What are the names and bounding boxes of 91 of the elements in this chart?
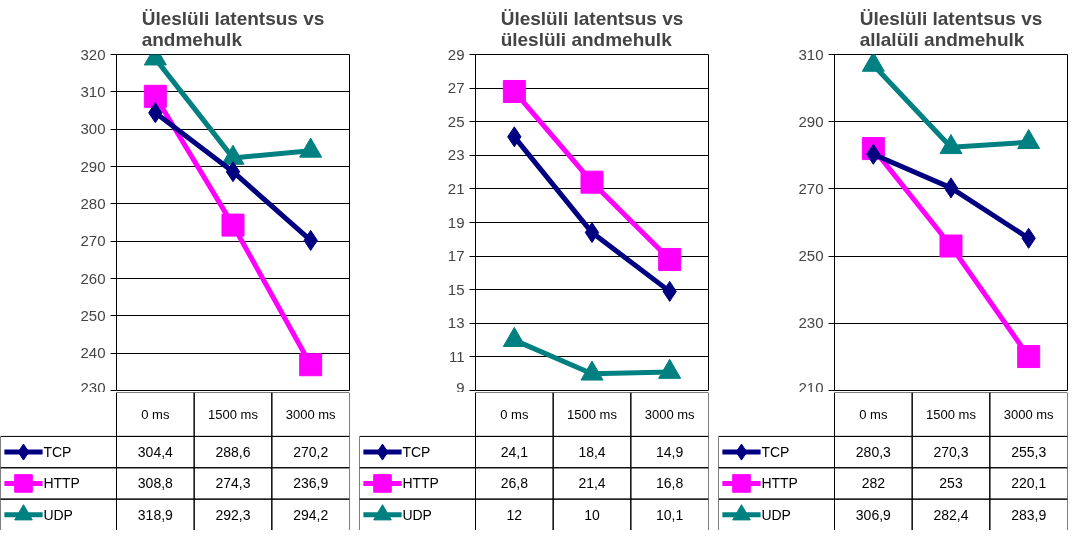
legend-label: HTTP xyxy=(761,475,798,492)
data-label: 220,1 xyxy=(1011,475,1047,492)
y-tick-label: 9 xyxy=(456,378,465,396)
data-label: 282,4 xyxy=(933,506,969,523)
data-label: 10 xyxy=(584,506,600,523)
x-tick-label: 1500 ms xyxy=(208,406,259,422)
point xyxy=(225,161,241,183)
y-tick-label: 230 xyxy=(80,378,106,396)
y-tick-label: 29 xyxy=(447,45,465,63)
point xyxy=(658,247,682,271)
y-tick-label: 260 xyxy=(80,269,106,287)
y-tick-label: 25 xyxy=(447,112,465,130)
y-tick-label: 11 xyxy=(448,347,465,365)
legend-label: TCP xyxy=(43,444,72,461)
y-tick-label: 270 xyxy=(798,179,824,197)
x-tick-label: 3000 ms xyxy=(285,406,337,422)
y-tick-label: 320 xyxy=(80,45,106,63)
legend-label: UDP xyxy=(761,506,791,523)
data-label: 294,2 xyxy=(293,506,329,523)
data-label: 21,4 xyxy=(578,475,606,492)
data-label: 280,3 xyxy=(855,444,892,461)
data-label: 16,8 xyxy=(656,475,684,492)
legend-label: HTTP xyxy=(43,475,80,492)
data-label: 10,1 xyxy=(656,506,684,523)
x-tick-label: 0 ms xyxy=(141,406,170,422)
y-tick-label: 270 xyxy=(80,232,106,250)
y-tick-label: 250 xyxy=(80,306,106,324)
data-label: 288,6 xyxy=(215,444,251,461)
data-label: 236,9 xyxy=(293,475,329,492)
legend-label: TCP xyxy=(761,444,790,461)
y-tick-label: 27 xyxy=(447,79,465,97)
x-tick-label: 1500 ms xyxy=(926,406,977,422)
point xyxy=(584,222,600,244)
point xyxy=(943,177,959,199)
point xyxy=(580,360,604,381)
data-label: 308,8 xyxy=(137,475,174,492)
legend-label: UDP xyxy=(43,506,73,523)
y-tick-label: 290 xyxy=(80,157,106,175)
y-tick-label: 210 xyxy=(798,378,824,396)
point xyxy=(143,84,167,108)
x-tick-label: 0 ms xyxy=(859,406,888,422)
data-label: 24,1 xyxy=(500,444,529,461)
y-tick-label: 23 xyxy=(447,146,465,164)
data-label: 12 xyxy=(506,506,523,523)
data-label: 304,4 xyxy=(137,444,174,461)
y-tick-label: 310 xyxy=(80,82,106,100)
point xyxy=(221,213,245,237)
y-tick-label: 19 xyxy=(447,213,465,231)
data-label: 14,9 xyxy=(656,444,684,461)
x-tick-label: 3000 ms xyxy=(1003,406,1055,422)
data-label: 255,3 xyxy=(1011,444,1047,461)
y-tick-label: 13 xyxy=(447,314,465,332)
y-tick-label: 250 xyxy=(798,247,824,265)
y-tick-label: 21 xyxy=(447,179,465,197)
y-tick-label: 280 xyxy=(80,194,106,212)
legend-label: UDP xyxy=(402,506,432,523)
point xyxy=(1017,345,1041,369)
chart-title: Üleslüli latentsus vs allalüli andmehulk xyxy=(859,7,1043,50)
data-label: 270,2 xyxy=(293,444,329,461)
x-tick-label: 3000 ms xyxy=(644,406,696,422)
point xyxy=(580,170,604,194)
data-label: 274,3 xyxy=(215,475,251,492)
data-label: 253 xyxy=(939,475,963,492)
data-label: 18,4 xyxy=(578,444,606,461)
data-label: 282 xyxy=(861,475,886,492)
y-tick-label: 300 xyxy=(80,120,106,138)
y-tick-label: 15 xyxy=(447,280,465,298)
data-label: 306,9 xyxy=(855,506,892,523)
y-tick-label: 230 xyxy=(798,314,824,332)
point xyxy=(502,79,526,103)
x-tick-label: 1500 ms xyxy=(567,406,618,422)
data-label: 283,9 xyxy=(1011,506,1047,523)
y-tick-label: 240 xyxy=(80,344,106,362)
y-tick-label: 310 xyxy=(798,45,824,63)
point xyxy=(939,234,963,258)
point xyxy=(861,54,885,72)
point xyxy=(658,358,682,379)
legend-label: HTTP xyxy=(402,475,439,492)
x-tick-label: 0 ms xyxy=(500,406,529,422)
data-label: 318,9 xyxy=(137,506,174,523)
y-tick-label: 290 xyxy=(798,112,824,130)
data-label: 270,3 xyxy=(933,444,969,461)
y-tick-label: 17 xyxy=(447,247,465,265)
chart-title: Üleslüli latentsus vs üleslüli andmehulk xyxy=(500,7,684,50)
point xyxy=(502,326,526,347)
chart-title: Üleslüli latentsus vs andmehulk xyxy=(141,7,325,50)
legend-label: TCP xyxy=(402,444,431,461)
data-label: 292,3 xyxy=(215,506,251,523)
point xyxy=(299,353,323,377)
data-label: 26,8 xyxy=(500,475,529,492)
point xyxy=(939,134,963,155)
